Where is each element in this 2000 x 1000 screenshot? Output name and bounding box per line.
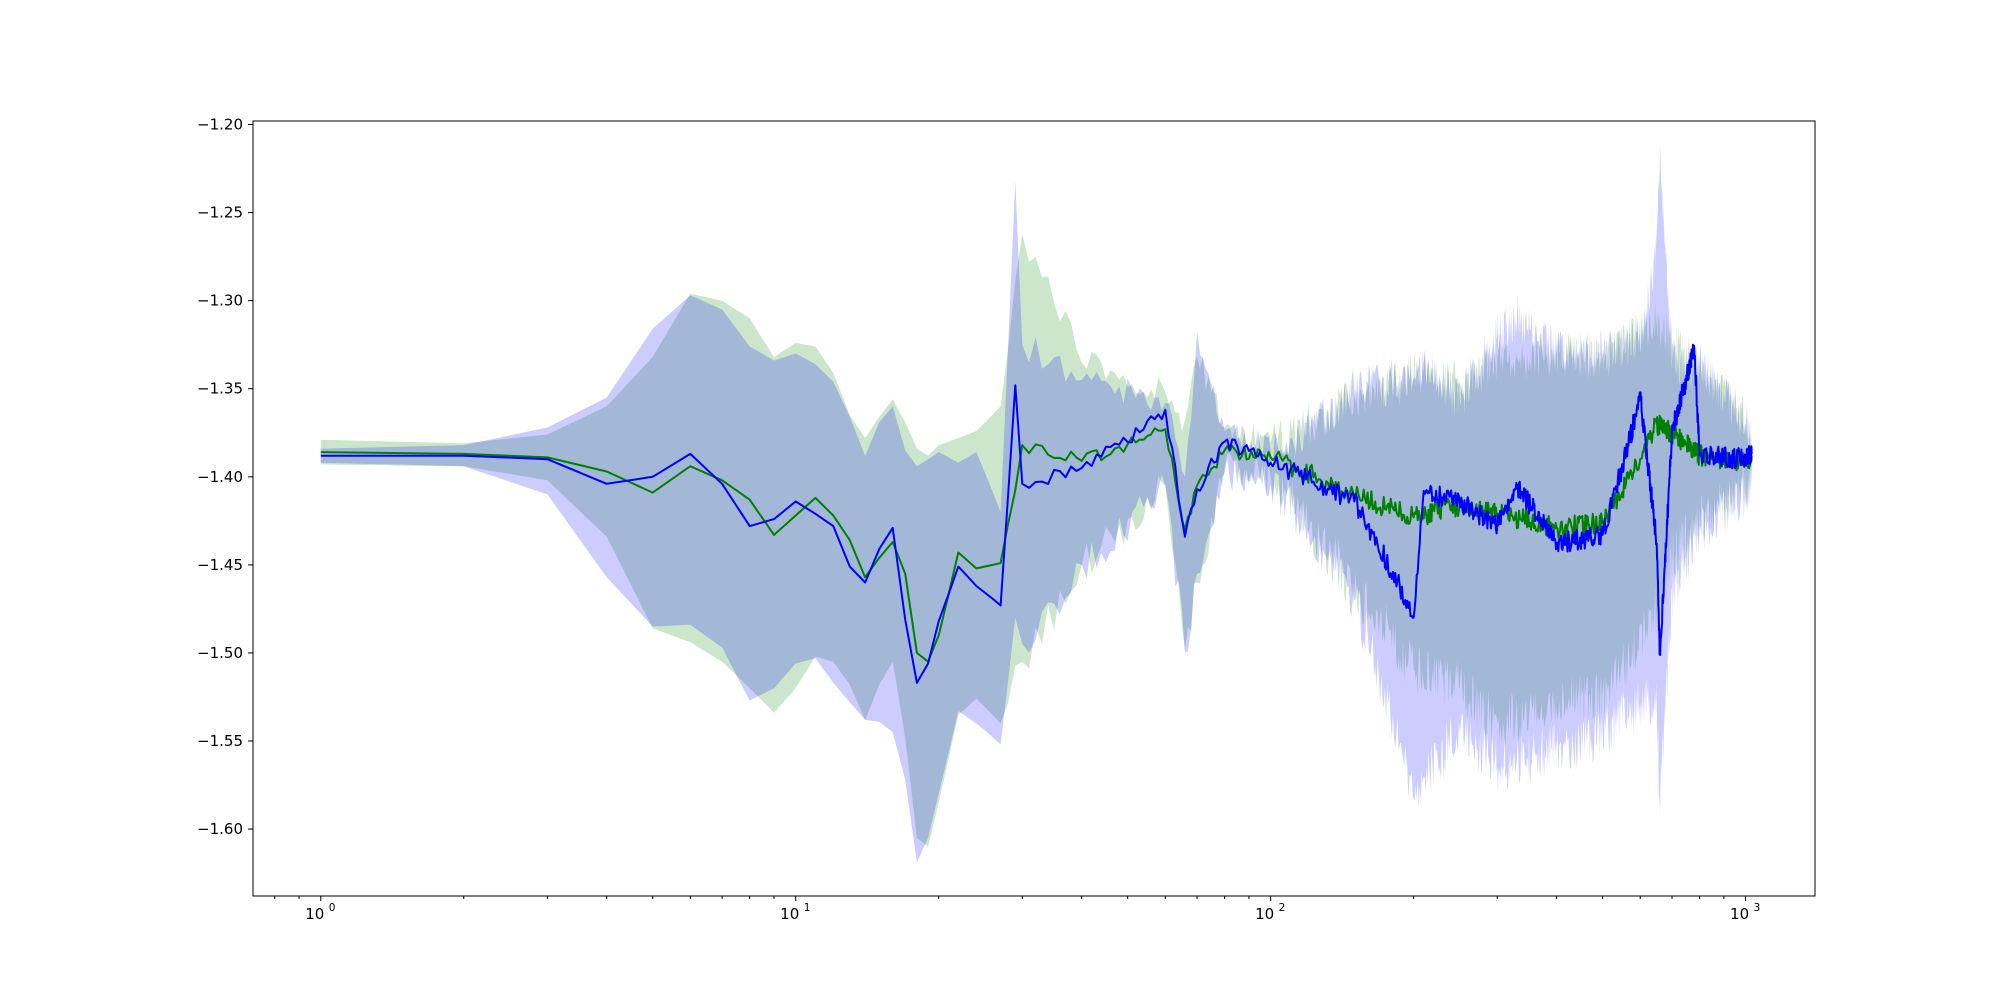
series-1-band [320,233,1752,847]
y-tick-label: −1.20 [197,116,243,134]
x-tick-exponent: 3 [1754,902,1761,914]
y-tick-label: −1.50 [197,644,243,662]
y-tick-label: −1.60 [197,820,243,838]
x-tick-label: 10 [1255,905,1274,923]
plot-area-frame [252,120,1816,897]
x-tick-exponent: 0 [329,902,336,914]
x-tick-label: 10 [1730,905,1749,923]
y-tick-label: −1.40 [197,468,243,486]
series-lines [320,343,1753,684]
y-tick-label: −1.25 [197,204,243,222]
confidence-bands [320,145,1752,863]
x-tick-label: 10 [780,905,799,923]
x-tick-exponent: 1 [804,902,811,914]
y-tick-label: −1.45 [197,556,243,574]
y-tick-label: −1.35 [197,380,243,398]
series-2-band [320,145,1752,863]
y-tick-label: −1.30 [197,292,243,310]
x-axis: 10 0 10 1 10 2 10 3 [274,896,1761,923]
series-2-line [320,343,1753,684]
x-tick-label: 10 [305,905,324,923]
y-axis: −1.20 −1.25 −1.30 −1.35 −1.40 −1.45 −1.50 −1.55… [197,116,253,838]
x-tick-exponent: 2 [1279,902,1286,914]
y-tick-label: −1.55 [197,732,243,750]
